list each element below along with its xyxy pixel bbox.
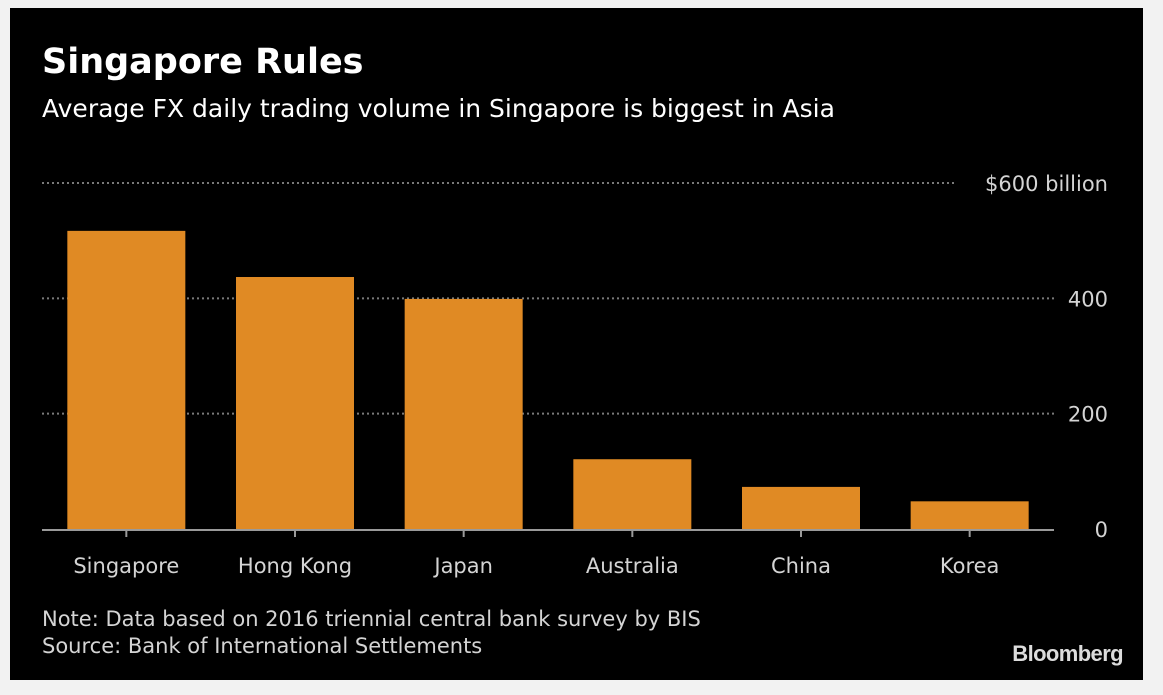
bar-australia [573,459,692,529]
x-tick-label: China [771,554,831,578]
bars [67,230,1029,529]
bar-china [742,486,860,529]
y-tick-label: 0 [1095,518,1108,542]
bar-chart: 0 200 400 $600 billion Singapore Hong Kong Jap… [42,172,1108,578]
bar-singapore [67,230,186,529]
chart-card: Singapore Rules Average FX daily trading… [10,8,1143,680]
y-tick-label: 200 [1068,403,1108,427]
x-axis [42,529,1054,537]
chart-title: Singapore Rules [42,42,364,82]
x-tick-label: Japan [432,554,493,578]
gridlines [42,182,1054,415]
bar-japan [404,298,523,529]
x-tick-label: Hong Kong [238,554,352,578]
x-tick-label: Australia [586,554,679,578]
bar-hong-kong [236,276,354,529]
y-tick-label: 400 [1068,287,1108,311]
x-tick-label: Korea [940,554,1000,578]
chart-source: Source: Bank of International Settlement… [42,634,483,658]
bar-korea [910,501,1029,529]
bloomberg-logo: Bloomberg [1012,641,1123,666]
chart-subtitle: Average FX daily trading volume in Singa… [42,94,835,123]
y-tick-label: $600 billion [985,172,1108,196]
tick-labels: 0 200 400 $600 billion Singapore Hong Kong Jap… [73,172,1108,578]
chart-note: Note: Data based on 2016 triennial centr… [42,607,701,631]
x-tick-label: Singapore [73,554,179,578]
